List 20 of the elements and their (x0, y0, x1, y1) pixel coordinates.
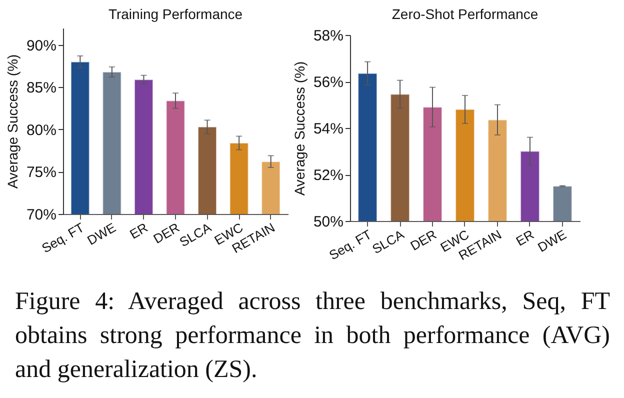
y-tick-label: 85% (26, 80, 56, 97)
caption: Figure 4: Averaged across three benchmarks, Seq, FT obtains strong performance in both performance (AVG) and generalization (ZS). (15, 287, 610, 385)
x-tick-label: DWE (535, 226, 570, 255)
chart-title: Zero-Shot Performance (392, 6, 538, 22)
y-tick-label: 54% (313, 120, 344, 138)
x-tick-label: ER (513, 226, 536, 249)
y-tick-label: 52% (313, 167, 344, 184)
chart-title: Training Performance (108, 6, 243, 22)
y-axis-title: Average Success (%) (291, 61, 308, 196)
y-tick-label: 75% (26, 164, 56, 182)
x-tick-label: SLCA (370, 226, 407, 257)
x-tick-label: ER (127, 220, 150, 242)
x-tick-label: DWE (84, 220, 119, 248)
y-axis-title: Average Success (%) (4, 54, 20, 189)
y-tick-label: 90% (26, 37, 56, 54)
y-tick-label: 80% (26, 122, 56, 139)
x-tick-label: DER (408, 226, 440, 254)
y-tick-label: 50% (313, 214, 344, 230)
y-tick-label: 56% (313, 74, 344, 91)
y-tick-label: 58% (313, 28, 344, 44)
